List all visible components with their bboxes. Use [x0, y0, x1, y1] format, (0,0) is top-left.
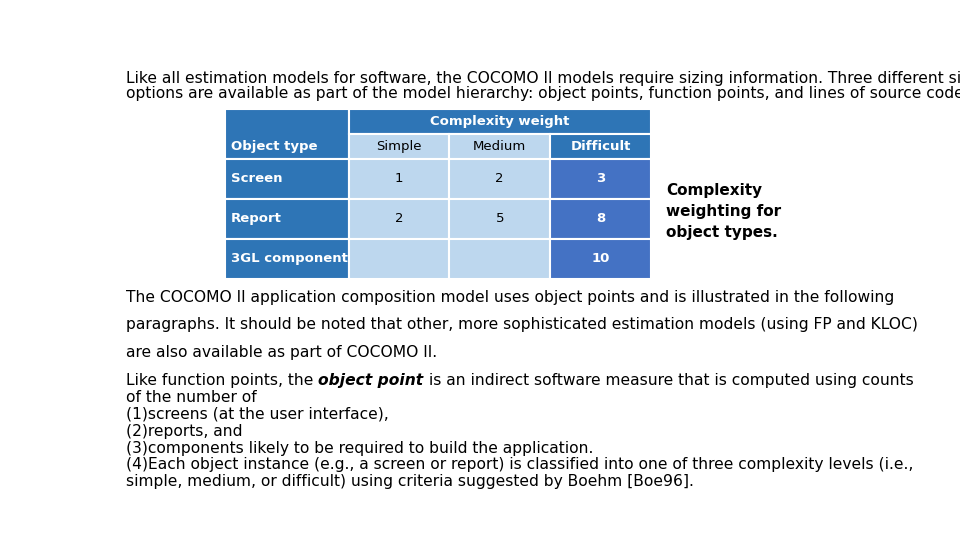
Text: (4)Each object instance (e.g., a screen or report) is classified into one of thr: (4)Each object instance (e.g., a screen …	[126, 457, 914, 472]
Text: options are available as part of the model hierarchy: object points, function po: options are available as part of the mod…	[126, 86, 960, 102]
Bar	[348, 110, 651, 134]
Text: 5: 5	[495, 212, 504, 225]
Text: Object type: Object type	[230, 139, 318, 153]
Text: (2)reports, and: (2)reports, and	[126, 423, 243, 438]
Text: Simple: Simple	[376, 140, 421, 153]
Text: 2: 2	[495, 172, 504, 185]
Text: 3: 3	[596, 172, 605, 185]
Text: 3GL component: 3GL component	[230, 252, 348, 265]
Text: 8: 8	[596, 212, 605, 225]
Text: (1)screens (at the user interface),: (1)screens (at the user interface),	[126, 407, 389, 422]
Text: Like function points, the: Like function points, the	[126, 373, 319, 388]
Text: Difficult: Difficult	[570, 140, 631, 153]
Text: Report: Report	[230, 212, 281, 225]
Text: Medium: Medium	[473, 140, 526, 153]
Bar	[348, 134, 449, 159]
Bar	[225, 110, 348, 159]
Bar	[449, 159, 550, 199]
Text: paragraphs. It should be noted that other, more sophisticated estimation models : paragraphs. It should be noted that othe…	[126, 318, 918, 332]
Text: 10: 10	[591, 252, 610, 265]
Bar	[348, 159, 449, 199]
Text: Like all estimation models for software, the COCOMO II models require sizing inf: Like all estimation models for software,…	[126, 71, 960, 86]
Bar	[550, 134, 651, 159]
Text: Screen: Screen	[230, 172, 282, 185]
Bar	[550, 199, 651, 239]
Bar	[449, 199, 550, 239]
Bar	[348, 239, 449, 279]
Bar	[550, 239, 651, 279]
Text: 1: 1	[395, 172, 403, 185]
Text: The COCOMO II application composition model uses object points and is illustrate: The COCOMO II application composition mo…	[126, 289, 895, 305]
Text: 2: 2	[395, 212, 403, 225]
Bar	[348, 199, 449, 239]
Text: object point: object point	[319, 373, 423, 388]
Bar	[225, 239, 348, 279]
Bar	[225, 199, 348, 239]
Text: simple, medium, or difficult) using criteria suggested by Boehm [Boe96].: simple, medium, or difficult) using crit…	[126, 475, 694, 489]
Text: Complexity weight: Complexity weight	[430, 115, 569, 129]
Bar	[449, 134, 550, 159]
Text: are also available as part of COCOMO II.: are also available as part of COCOMO II.	[126, 345, 438, 360]
Text: (3)components likely to be required to build the application.: (3)components likely to be required to b…	[126, 441, 593, 456]
Text: Complexity
weighting for
object types.: Complexity weighting for object types.	[666, 183, 781, 240]
Bar	[550, 159, 651, 199]
Text: is an indirect software measure that is computed using counts: is an indirect software measure that is …	[423, 373, 913, 388]
Bar	[225, 159, 348, 199]
Text: of the number of: of the number of	[126, 390, 257, 405]
Bar	[449, 239, 550, 279]
